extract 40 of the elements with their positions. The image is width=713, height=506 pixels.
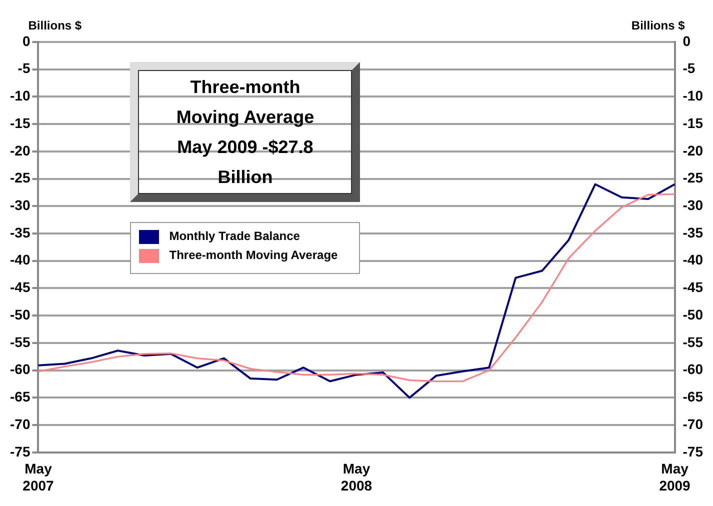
y-tick-label: -20 xyxy=(10,142,30,158)
y-tick-label: -25 xyxy=(10,170,30,186)
y2-axis-title: Billions $ xyxy=(631,18,686,32)
y-tick-label: -5 xyxy=(18,60,30,76)
y-axis-title: Billions $ xyxy=(28,18,82,32)
y-tick-label: -50 xyxy=(10,306,30,322)
y-tick-label: 0 xyxy=(22,32,30,49)
y-tick-label: -75 xyxy=(10,443,30,460)
legend-label: Monthly Trade Balance xyxy=(169,229,300,243)
y-tick-label: -60 xyxy=(10,361,30,378)
y-tick-label: -30 xyxy=(10,197,30,214)
y-tick-label: -70 xyxy=(10,416,30,432)
y2-tick-label: -15 xyxy=(682,114,704,131)
x-tick-label: May 2007 xyxy=(22,460,54,494)
y2-tick-label: -40 xyxy=(682,252,704,268)
y2-tick-label: -10 xyxy=(682,88,704,104)
y-tick-label: -40 xyxy=(10,252,30,268)
y-tick-label: -65 xyxy=(10,388,30,405)
y2-tick-label: -20 xyxy=(682,142,704,158)
y2-tick-label: 0 xyxy=(682,32,691,49)
x-tick-label: May 2008 xyxy=(340,460,372,494)
y2-tick-label: -55 xyxy=(682,334,704,350)
y2-tick-label: -50 xyxy=(682,306,704,322)
y-tick-label: -10 xyxy=(10,88,30,104)
y2-tick-label: -35 xyxy=(682,224,704,240)
y-tick-label: -45 xyxy=(10,279,30,296)
y2-tick-label: -75 xyxy=(682,443,704,460)
y-tick-label: -15 xyxy=(10,114,30,131)
y2-tick-label: -5 xyxy=(682,60,696,76)
y2-tick-label: -70 xyxy=(682,416,704,432)
x-tick-label: May 2009 xyxy=(659,460,691,494)
y2-tick-label: -30 xyxy=(682,197,704,214)
annotation: Three-month Moving Average May 2009 -$27.8 Billion xyxy=(175,76,316,189)
y-tick-label: -55 xyxy=(10,334,30,350)
y2-tick-label: -65 xyxy=(682,388,704,405)
y2-tick-label: -25 xyxy=(682,170,704,186)
legend-label: Three-month Moving Average xyxy=(169,248,338,262)
y2-tick-label: -60 xyxy=(682,361,704,378)
y-tick-label: -35 xyxy=(10,224,30,240)
y2-tick-label: -45 xyxy=(682,279,704,296)
